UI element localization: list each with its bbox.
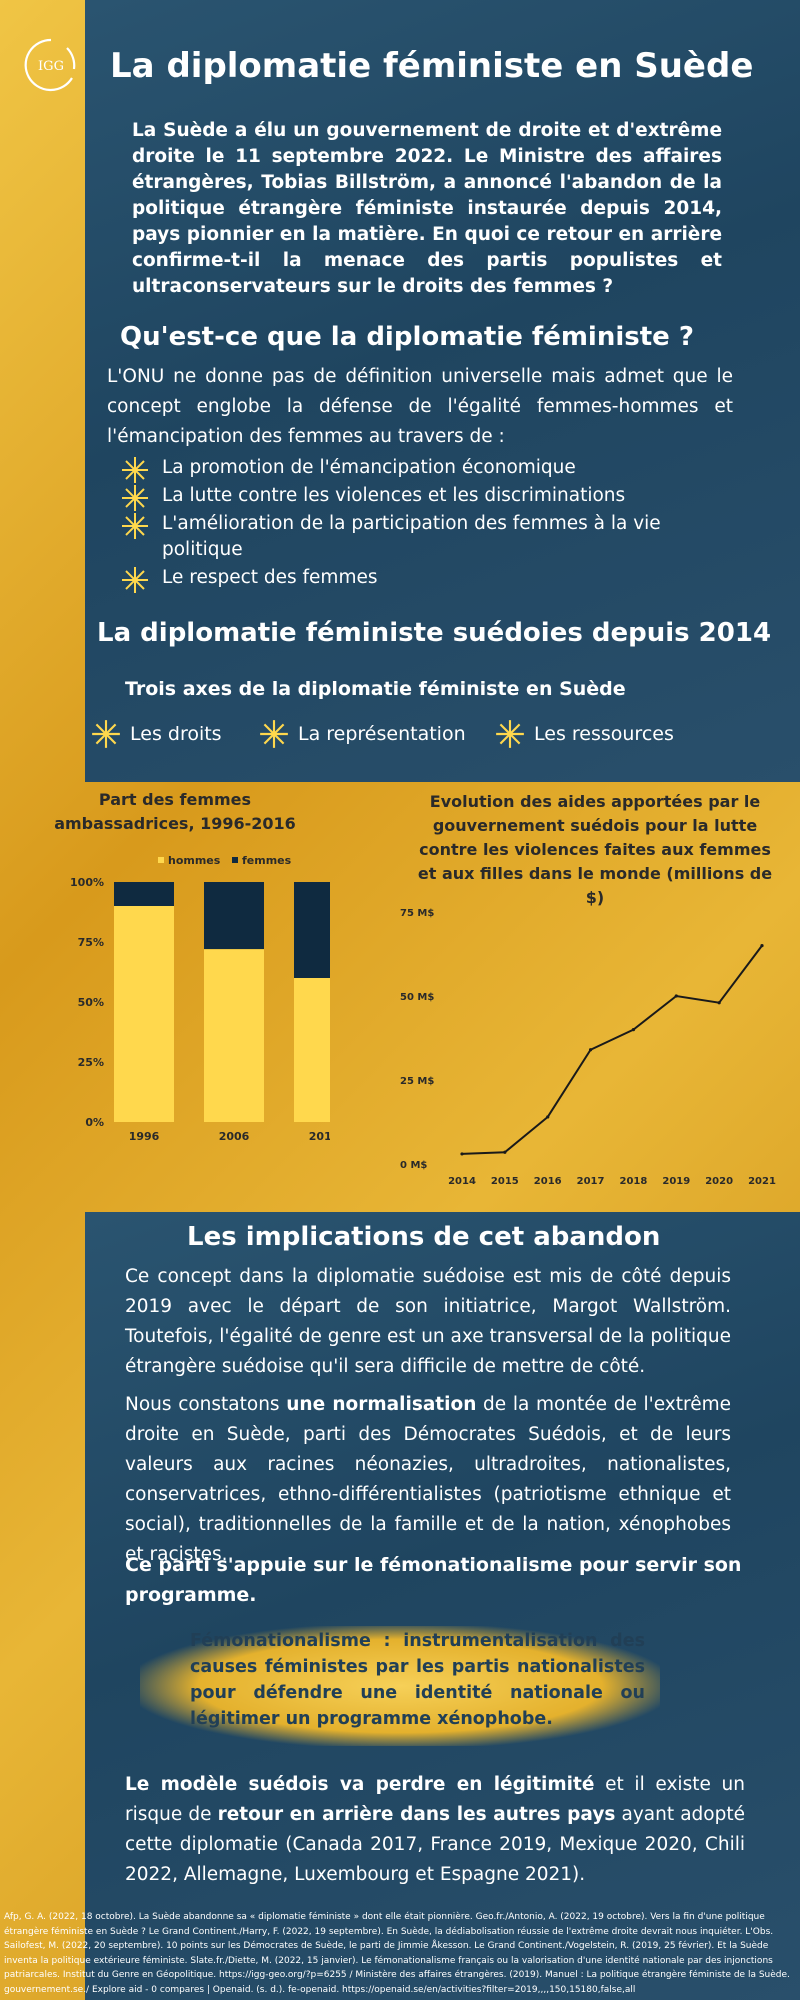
p4-text-1: et il existe un risque de [125,1774,745,1825]
bar-chart: hommes femmes 0% 25% 50% 75% 100% 1996 2006 2016 [70,854,330,1143]
axis-label: Les droits [130,723,222,745]
y-tick-label: 50% [78,996,104,1009]
line-point [717,1001,721,1005]
list-item-label: L'amélioration de la participation des f… [162,513,661,560]
star-icon [260,720,288,748]
bar-legend: hommes femmes [158,854,292,867]
bottom-blue-panel [85,1212,800,2000]
x-tick-label: 2016 [309,1130,330,1143]
star-icon [496,720,524,748]
section3-paragraph-4: Le modèle suédois va perdre en légitimit… [125,1770,745,1890]
p2-end: de la montée de l'extrême droite en Suèd… [125,1394,731,1565]
bar-femmes [204,882,264,950]
list-item: La lutte contre les violences et les dis… [120,483,720,511]
line-chart: 0 M$ 25 M$ 50 M$ 75 M$ 2014 2015 2016 2017 2018 2… [400,908,776,1187]
bar-femmes [294,882,330,978]
star-icon [122,513,148,539]
line-point [503,1150,507,1154]
star-icon [122,457,148,483]
p4-bold-1: Le modèle suédois va perdre en légitimit… [125,1774,595,1795]
section3-paragraph-1: Ce concept dans la diplomatie suédoise e… [125,1266,731,1377]
bar-hommes [204,949,264,1122]
page-title: La diplomatie féministe en Suède [110,46,754,86]
section3-paragraph-3: Ce parti s'appuie sur le fémonationalism… [125,1554,742,1606]
bar-hommes [294,978,330,1122]
axis-label: La représentation [298,723,466,745]
star-icon [122,485,148,511]
list-item-label: Le respect des femmes [162,567,378,588]
bar-chart-title: Part des femmes ambassadrices, 1996-2016 [54,790,296,833]
axis-item: Les droits [90,718,222,750]
x-tick-label: 2021 [748,1176,776,1187]
y-tick-label: 75 M$ [400,908,434,919]
section3-heading: Les implications de cet abandon [187,1222,661,1252]
y-tick-label: 75% [78,936,104,949]
logo-text: IGG [38,59,64,74]
star-icon [92,720,120,748]
section1-text: L'ONU ne donne pas de définition univers… [107,366,733,447]
y-tick-label: 50 M$ [400,992,434,1003]
line-series [461,944,763,1155]
section2-subheading: Trois axes de la diplomatie féministe en… [125,678,626,700]
axes-row: Les droits La représentation Les ressour… [90,718,790,752]
x-tick-label: 2016 [534,1176,562,1187]
line-point [588,1048,593,1052]
star-icon [122,567,148,593]
y-tick-label: 25 M$ [400,1076,434,1087]
definition-text: Fémonationalisme : instrumentalisation d… [190,1631,645,1729]
x-tick-label: 2015 [491,1176,519,1187]
y-tick-label: 0% [85,1116,104,1129]
x-tick-label: 1996 [129,1130,160,1143]
top-blue-panel [85,0,800,782]
bar-femmes [114,882,174,906]
axis-item: Les ressources [494,718,674,750]
section3-paragraph-2: Nous constatons une normalisation de la … [125,1390,731,1570]
section2-heading: La diplomatie féministe suédoies depuis … [97,618,772,648]
list-item: Le respect des femmes [120,565,720,593]
y-tick-label: 25% [78,1056,104,1069]
p4-text-2: ayant adopté cette diplomatie (Canada 20… [125,1804,745,1885]
definition-highlight [140,1626,660,1746]
line-chart-title: Evolution des aides apportées par le gou… [417,792,773,907]
x-tick-label: 2018 [620,1176,648,1187]
x-tick-label: 2006 [219,1130,250,1143]
line-point [546,1115,550,1119]
legend-swatch-femmes [232,857,238,863]
list-item: La promotion de l'émancipation économiqu… [120,455,720,483]
x-tick-label: 2017 [577,1176,605,1187]
x-tick-label: 2014 [448,1176,476,1187]
line-point [460,1152,464,1156]
section1-heading: Qu'est-ce que la diplomatie féministe ? [120,322,694,352]
p4-bold-2: retour en arrière dans les autres pays [217,1804,616,1825]
bar-hommes [114,906,174,1122]
list-item-label: La promotion de l'émancipation économiqu… [162,457,576,478]
objectives-list: La promotion de l'émancipation économiqu… [120,455,720,593]
legend-swatch-hommes [158,857,164,863]
legend-label-hommes: hommes [168,854,221,867]
line-point [674,994,678,998]
list-item-label: La lutte contre les violences et les dis… [162,485,626,506]
p2-highlight: une normalisation [286,1394,477,1415]
axis-label: Les ressources [534,723,674,745]
list-item: L'amélioration de la participation des f… [120,511,720,563]
x-tick-label: 2020 [705,1176,733,1187]
y-tick-label: 100% [70,876,104,889]
references: Afp, G. A. (2022, 18 octobre). La Suède … [4,1912,790,1995]
legend-label-femmes: femmes [242,854,292,867]
y-tick-label: 0 M$ [400,1160,427,1171]
p2-start: Nous constatons [125,1394,287,1415]
x-tick-label: 2019 [662,1176,690,1187]
axis-item: La représentation [258,718,466,750]
igg-logo: IGG [22,36,80,94]
line-point [760,944,764,948]
intro-paragraph: La Suède a élu un gouvernement de droite… [132,120,722,297]
line-point [631,1028,636,1032]
